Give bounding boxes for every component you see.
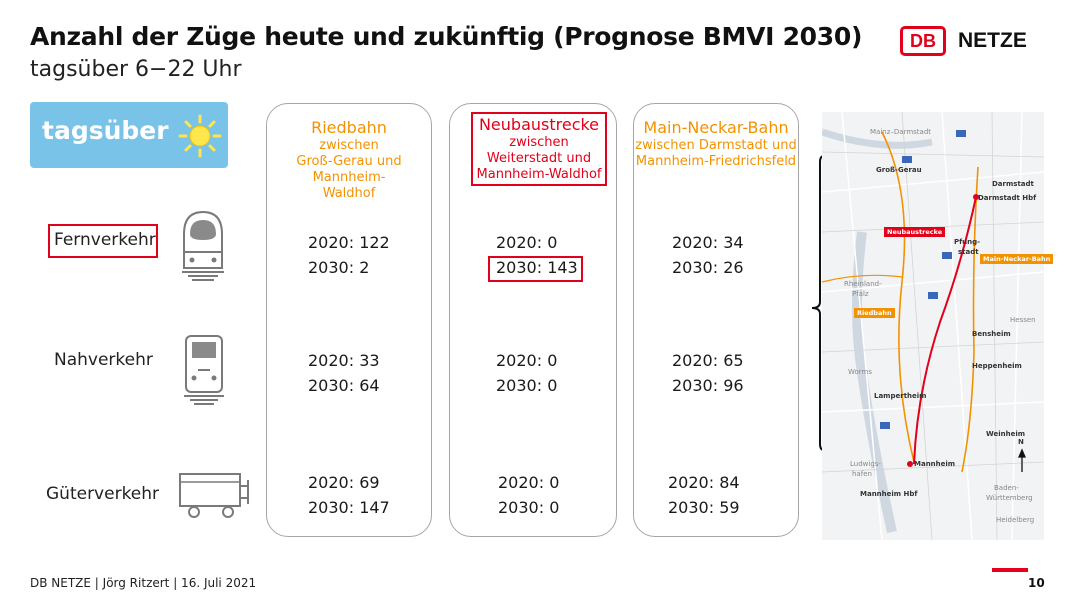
mnb-header: Main-Neckar-Bahn zwischen Darmstadt und … [633, 118, 799, 170]
route-map: Mainz–Darmstadt Groß-Gerau Darmstadt Dar… [822, 112, 1054, 540]
neubaustrecke-header: Neubaustrecke zwischen Weiterstadt und M… [471, 115, 607, 183]
map-label-mannheim: Mannheim [914, 460, 956, 468]
map-label-heidelberg: Heidelberg [996, 516, 1035, 524]
riedbahn-nah-values: 2020: 33 2030: 64 [308, 348, 380, 398]
value-2020: 2020: 34 [672, 233, 744, 252]
logo-text: NETZE [958, 29, 1027, 52]
map-label-grossgerau: Groß-Gerau [876, 166, 922, 174]
column-main-neckar-bahn [633, 103, 799, 537]
column-neubaustrecke [449, 103, 617, 537]
value-2020: 2020: 65 [672, 351, 744, 370]
neubaustrecke-highlight-frame [471, 112, 607, 186]
map-tag-neubaustrecke: Neubaustrecke [884, 227, 946, 237]
map-label-rlp-2: Pfalz [852, 290, 869, 298]
row-label-nahverkehr: Nahverkehr [54, 350, 153, 370]
row-label-fernverkehr: Fernverkehr [54, 230, 156, 250]
page-title: Anzahl der Züge heute und zukünftig (Pro… [30, 22, 863, 51]
daytime-badge-label: tagsüber [42, 116, 169, 145]
db-netze-logo: DB NETZE [900, 26, 1027, 56]
mnb-fern-values: 2020: 34 2030: 26 [672, 230, 744, 280]
value-2020: 2020: 33 [308, 351, 380, 370]
value-2030: 2030: 64 [308, 376, 380, 395]
column-desc: Mannheim- [312, 170, 386, 185]
map-label-bw-1: Baden- [994, 484, 1019, 492]
column-desc: Weiterstadt und [486, 151, 592, 166]
value-2030: 2030: 2 [308, 258, 370, 277]
row-label-gueterverkehr: Güterverkehr [46, 484, 160, 504]
map-tag-main-neckar-bahn: Main-Neckar-Bahn [980, 254, 1054, 264]
column-title: Main-Neckar-Bahn [643, 118, 789, 137]
column-riedbahn [266, 103, 432, 537]
map-label-rlp-1: Rheinland- [844, 280, 882, 288]
map-label-mainz: Mainz–Darmstadt [870, 128, 932, 136]
value-2030: 2030: 59 [668, 498, 740, 517]
value-2030: 2030: 26 [672, 258, 744, 277]
footer-accent-bar [992, 568, 1028, 572]
value-2030: 2030: 147 [308, 498, 390, 517]
column-title: Neubaustrecke [478, 115, 600, 134]
page-subtitle: tagsüber 6−22 Uhr [30, 57, 242, 82]
map-label-darmstadt-hbf: Darmstadt Hbf [978, 194, 1037, 202]
neubau-gueter-values: 2020: 0 2030: 0 [498, 470, 559, 520]
value-2020: 2020: 0 [498, 473, 560, 492]
column-title: Riedbahn [311, 118, 387, 137]
fernverkehr-highlight-frame [48, 224, 158, 258]
value-2030: 2030: 0 [498, 498, 560, 517]
column-desc: Mannheim-Friedrichsfeld [635, 154, 797, 169]
map-north-label: N [1018, 438, 1024, 446]
map-mnb-line [961, 166, 979, 473]
map-label-darmstadt: Darmstadt [992, 180, 1034, 188]
value-2020: 2020: 122 [308, 233, 390, 252]
value-2030: 2030: 143 [496, 258, 578, 277]
neubau-fern-values: 2020: 0 2030: 143 [496, 230, 578, 280]
map-label-weinheim: Weinheim [986, 430, 1026, 438]
column-desc: Waldhof [322, 186, 376, 201]
neubau-nah-values: 2020: 0 2030: 0 [496, 348, 557, 398]
mnb-gueter-values: 2020: 84 2030: 59 [668, 470, 740, 520]
map-label-pfungstadt-1: Pfung- [954, 238, 981, 246]
column-desc: zwischen [319, 138, 379, 153]
page-number: 10 [1028, 576, 1045, 590]
sun-icon [178, 114, 222, 158]
footer-text: DB NETZE | Jörg Ritzert | 16. Juli 2021 [30, 576, 257, 590]
map-tag-riedbahn: Riedbahn [854, 308, 895, 318]
regional-train-icon [184, 335, 224, 405]
value-2020: 2020: 0 [496, 351, 558, 370]
map-label-bw-2: Württemberg [986, 494, 1033, 502]
riedbahn-header: Riedbahn zwischen Groß-Gerau und Mannhei… [266, 118, 432, 202]
db-logo-mark: DB [900, 26, 946, 56]
column-desc: Groß-Gerau und [296, 154, 402, 169]
map-label-hessen: Hessen [1010, 316, 1036, 324]
map-neubau-line [913, 196, 977, 465]
map-riedbahn-line [881, 131, 915, 463]
riedbahn-gueter-values: 2020: 69 2030: 147 [308, 470, 390, 520]
freight-wagon-icon [179, 473, 249, 518]
daytime-badge: tagsüber [30, 102, 228, 168]
map-label-ludwigshafen-2: hafen [852, 470, 872, 478]
highlight-2030-frame [488, 256, 583, 282]
ice-train-icon [182, 210, 224, 281]
value-2020: 2020: 84 [668, 473, 740, 492]
map-label-pfungstadt-2: stadt [958, 248, 979, 256]
value-2030: 2030: 96 [672, 376, 744, 395]
map-label-lampertheim: Lampertheim [874, 392, 927, 400]
value-2020: 2020: 0 [496, 233, 558, 252]
column-desc: zwischen [509, 135, 569, 150]
map-label-worms: Worms [848, 368, 873, 376]
column-desc: Mannheim-Waldhof [476, 167, 602, 182]
map-label-heppenheim: Heppenheim [972, 362, 1022, 370]
value-2020: 2020: 69 [308, 473, 380, 492]
column-desc: zwischen Darmstadt und [635, 138, 797, 153]
mnb-nah-values: 2020: 65 2030: 96 [672, 348, 744, 398]
riedbahn-fern-values: 2020: 122 2030: 2 [308, 230, 390, 280]
map-label-mannheim-hbf: Mannheim Hbf [860, 490, 918, 498]
map-label-ludwigshafen-1: Ludwigs- [850, 460, 881, 468]
value-2030: 2030: 0 [496, 376, 558, 395]
map-label-bensheim: Bensheim [972, 330, 1011, 338]
